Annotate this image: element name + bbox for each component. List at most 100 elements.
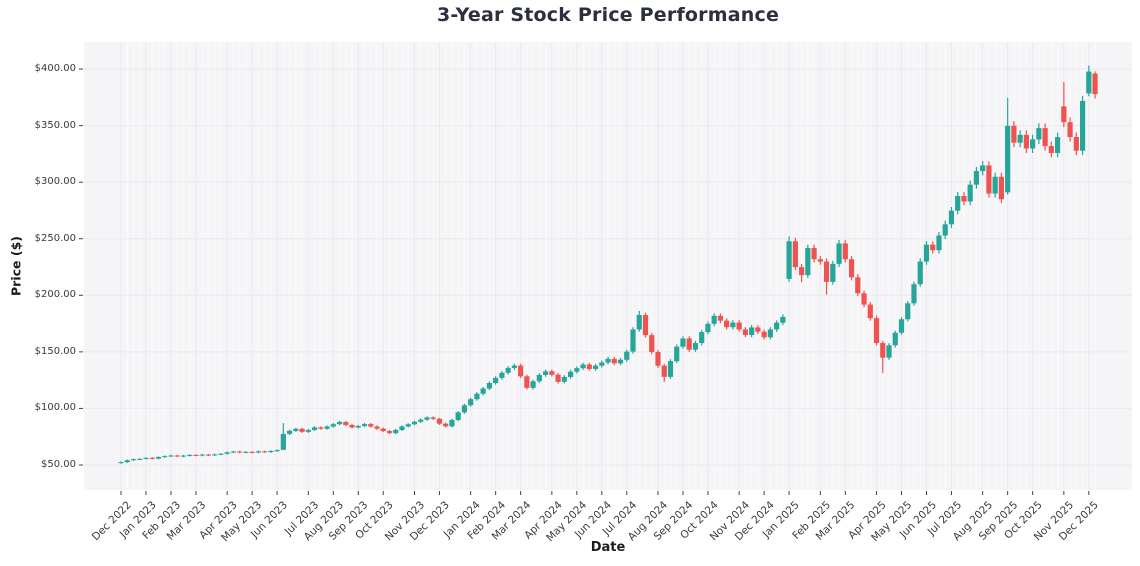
candle-body <box>536 374 542 382</box>
candle-body <box>330 424 336 427</box>
candle-body <box>162 456 168 458</box>
candle-body <box>855 277 861 294</box>
candle-body <box>118 462 124 464</box>
candle-body <box>561 376 567 382</box>
candle-body <box>861 293 867 305</box>
candle-body <box>430 417 436 419</box>
y-tick-label: $250.00 <box>34 232 76 244</box>
candle-body <box>923 244 930 262</box>
candle-body <box>823 261 830 282</box>
candle-body <box>149 457 155 459</box>
candle-body <box>343 422 349 425</box>
candle-body <box>805 248 811 276</box>
candle-body <box>667 361 674 377</box>
candle-body <box>199 454 205 456</box>
chart-title: 3-Year Stock Price Performance <box>436 4 780 26</box>
candle-body <box>617 359 624 364</box>
candle-body <box>1092 73 1098 95</box>
candle-body <box>867 304 873 319</box>
candle-body <box>1086 71 1092 94</box>
candle-body <box>218 453 224 455</box>
candle-body <box>549 371 555 375</box>
candle-body <box>755 327 761 332</box>
candle-body <box>1073 137 1079 151</box>
candle-body <box>717 315 724 321</box>
y-tick-label: $350.00 <box>34 119 76 131</box>
candle-body <box>942 224 948 236</box>
candle-body <box>386 431 393 434</box>
y-tick-label: $200.00 <box>34 289 76 301</box>
candle-body <box>1067 122 1073 138</box>
candle-body <box>836 243 842 264</box>
candle-body <box>255 451 261 453</box>
candle-body <box>405 424 411 427</box>
candle-body <box>168 455 174 457</box>
candle-body <box>318 427 324 429</box>
x-axis-label: Date <box>590 540 626 555</box>
candle-body <box>380 428 386 432</box>
y-tick-label: $50.00 <box>41 458 76 470</box>
candle-body <box>511 365 517 368</box>
candle-body <box>680 338 686 347</box>
candle-body <box>992 176 998 194</box>
candle-body <box>892 332 898 346</box>
y-tick-label: $100.00 <box>34 402 76 414</box>
candle-body <box>636 314 642 330</box>
candle-body <box>243 451 249 453</box>
candle-body <box>449 419 455 427</box>
candle-body <box>324 426 330 429</box>
candle-body <box>555 374 561 382</box>
candle-body <box>280 433 286 450</box>
candle-body <box>505 367 511 373</box>
candle-body <box>905 303 911 320</box>
candle-body <box>542 371 549 375</box>
candle-body <box>611 358 617 364</box>
candle-body <box>961 195 967 202</box>
candle-body <box>499 372 505 378</box>
candle-body <box>624 351 630 360</box>
candle-body <box>998 176 1005 200</box>
candle-body <box>780 316 786 323</box>
candle-body <box>930 244 936 251</box>
candle-body <box>674 346 680 362</box>
candle-body <box>493 377 499 383</box>
candle-body <box>955 195 961 211</box>
candle-body <box>1055 137 1061 153</box>
candle-body <box>530 381 536 388</box>
candle-body <box>174 455 180 457</box>
candle-body <box>967 184 973 202</box>
candle-body <box>792 241 798 268</box>
candle-body <box>948 210 955 225</box>
candle-body <box>205 454 212 456</box>
candle-body <box>399 426 405 430</box>
candle-body <box>1011 125 1017 143</box>
candle-body <box>730 322 736 328</box>
candle-body <box>574 368 580 372</box>
candle-body <box>461 405 468 413</box>
y-axis-label: Price ($) <box>8 236 24 296</box>
y-tick-label: $150.00 <box>34 345 76 357</box>
candle-body <box>873 318 880 344</box>
candle-body <box>474 393 480 400</box>
candle-body <box>237 451 243 453</box>
candle-body <box>817 259 823 262</box>
candle-body <box>1061 106 1067 123</box>
candle-body <box>580 364 586 369</box>
candle-body <box>355 425 361 428</box>
candle-body <box>630 329 636 352</box>
candle-body <box>736 322 742 330</box>
candle-body <box>187 454 193 456</box>
candle-body <box>418 419 424 422</box>
candle-body <box>524 376 530 388</box>
candle-body <box>361 424 368 426</box>
candle-body <box>443 423 449 427</box>
candle-body <box>455 412 461 420</box>
candle-body <box>393 429 399 434</box>
candle-body <box>155 457 162 459</box>
candle-body <box>224 452 230 454</box>
candle-body <box>917 261 923 285</box>
candle-body <box>761 331 767 338</box>
candle-body <box>980 165 986 172</box>
candle-body <box>705 323 711 333</box>
candle-body <box>898 319 905 333</box>
